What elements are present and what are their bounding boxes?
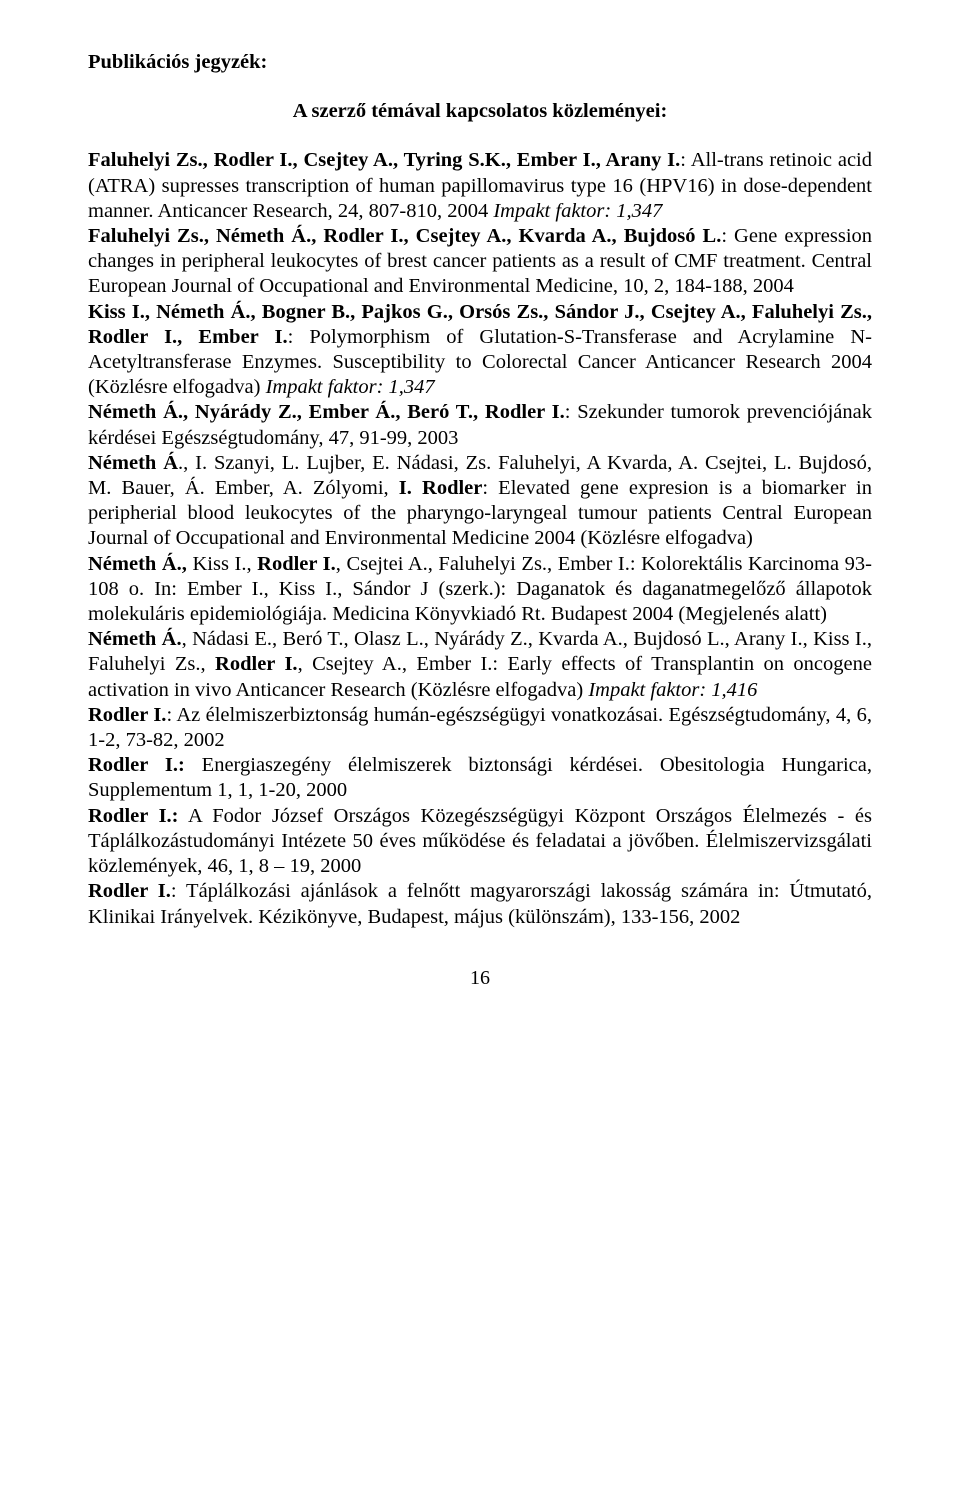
author-line: Faluhelyi Zs., Rodler I., Csejtey A., Ty… (88, 149, 680, 171)
author-name: I. Rodler (399, 477, 483, 499)
text: : Táplálkozási ajánlások a felnőtt magya… (88, 880, 872, 927)
publications-body: Faluhelyi Zs., Rodler I., Csejtey A., Ty… (88, 148, 872, 929)
author-name: Németh Á (88, 452, 178, 474)
author-name: Rodler I.: (88, 754, 185, 776)
text: Kiss I., (192, 553, 257, 575)
text: Energiaszegény élelmiszerek biztonsági k… (88, 754, 872, 801)
author-line: Faluhelyi Zs., Németh Á., Rodler I., Cse… (88, 225, 721, 247)
impact-factor: Impakt faktor: 1,347 (493, 200, 662, 222)
author-name: Rodler I. (88, 880, 171, 902)
section-subheading: A szerző témával kapcsolatos közleményei… (88, 99, 872, 124)
text: : Az élelmiszerbiztonság humán-egészségü… (88, 704, 872, 751)
impact-factor: Impakt faktor: 1,347 (266, 376, 435, 398)
author-name: Rodler I. (215, 653, 298, 675)
author-line: Németh Á., Nyárády Z., Ember Á., Beró T.… (88, 401, 565, 423)
impact-factor: Impakt faktor: 1,416 (588, 679, 757, 701)
author-name: Rodler I. (257, 553, 336, 575)
author-name: Németh Á. (88, 628, 182, 650)
section-heading: Publikációs jegyzék: (88, 50, 872, 75)
author-name: Németh Á., (88, 553, 192, 575)
author-name: Rodler I.: (88, 805, 179, 827)
page-number: 16 (88, 966, 872, 991)
author-name: Rodler I. (88, 704, 166, 726)
